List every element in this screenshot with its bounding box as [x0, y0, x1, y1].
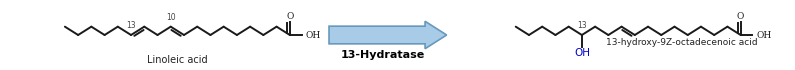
Text: OH: OH: [756, 31, 772, 39]
Text: OH: OH: [574, 48, 590, 58]
Text: 13-hydroxy-9Z-octadecenoic acid: 13-hydroxy-9Z-octadecenoic acid: [607, 38, 758, 47]
Text: 13-Hydratase: 13-Hydratase: [341, 49, 425, 60]
Text: O: O: [286, 12, 293, 21]
Text: 13: 13: [577, 21, 587, 30]
Text: 10: 10: [166, 13, 176, 22]
Text: OH: OH: [305, 31, 320, 39]
Text: 13: 13: [126, 21, 136, 30]
Text: O: O: [737, 12, 744, 21]
Polygon shape: [329, 21, 447, 49]
Text: Linoleic acid: Linoleic acid: [147, 55, 207, 65]
